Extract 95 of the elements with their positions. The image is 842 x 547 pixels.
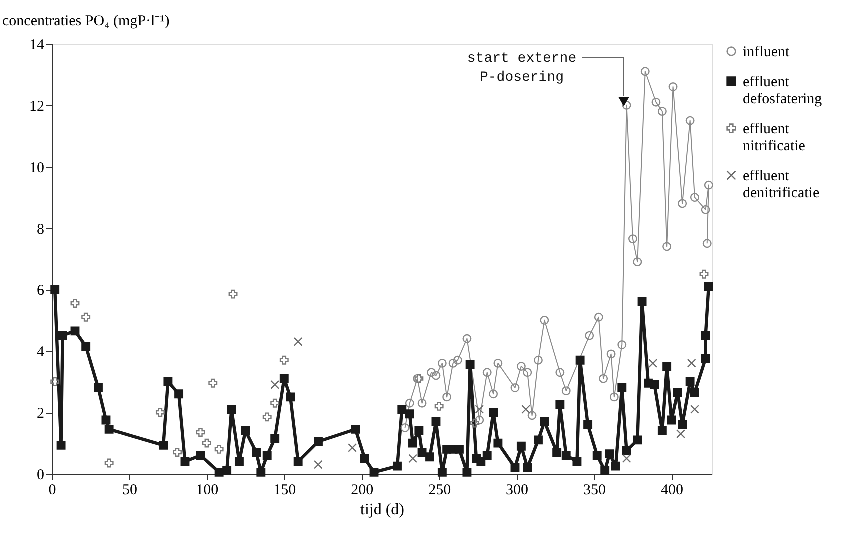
x-tick-label: 250 <box>428 482 452 498</box>
point <box>662 242 672 252</box>
point <box>314 460 323 470</box>
point <box>690 405 700 414</box>
y-tick-label: 10 <box>30 160 44 176</box>
point <box>475 405 484 414</box>
point <box>462 334 472 344</box>
point <box>438 358 447 368</box>
point <box>678 199 688 208</box>
point <box>628 234 638 244</box>
legend-label: influent <box>743 44 790 60</box>
point <box>540 316 550 325</box>
point <box>523 368 532 378</box>
point <box>702 239 712 248</box>
point <box>622 100 632 110</box>
point <box>470 418 480 428</box>
point <box>427 368 436 378</box>
point <box>50 377 60 386</box>
point <box>82 312 91 322</box>
point <box>610 392 619 402</box>
legend-label: effluent defosfatering <box>743 74 823 108</box>
point <box>522 405 531 414</box>
y-tick-label: 12 <box>30 98 44 115</box>
y-tick-label: 6 <box>37 283 45 300</box>
x-tick-label: 100 <box>196 482 219 498</box>
x-tick-label: 150 <box>274 482 296 498</box>
point <box>516 362 526 371</box>
point <box>686 116 695 126</box>
point <box>640 67 650 76</box>
point <box>599 374 608 384</box>
x-axis-title: tijd (d) <box>360 502 404 518</box>
point <box>156 408 165 418</box>
point <box>528 411 537 420</box>
point <box>202 438 212 448</box>
point <box>668 82 678 92</box>
legend-label: effluent denitrificatie <box>743 168 820 202</box>
point <box>405 398 414 408</box>
point <box>448 358 458 368</box>
point <box>585 331 594 340</box>
point <box>294 337 303 346</box>
y-axis-title: concentraties PO₄ (mgP·l⁻¹) <box>2 14 170 30</box>
point <box>270 380 280 390</box>
point <box>701 205 710 214</box>
point <box>408 454 418 464</box>
point <box>534 356 543 365</box>
point <box>453 356 462 365</box>
point <box>400 423 410 432</box>
point <box>173 448 182 457</box>
point <box>70 299 80 308</box>
point <box>622 454 632 464</box>
point <box>676 430 686 439</box>
x-tick-label: 400 <box>660 482 684 498</box>
y-tick-label: 4 <box>37 344 45 361</box>
point <box>442 392 452 402</box>
point <box>475 416 484 425</box>
point <box>489 390 498 399</box>
point <box>658 107 667 116</box>
legend-label: effluent nitrificatie <box>743 122 806 154</box>
point <box>208 378 218 388</box>
point <box>704 180 714 190</box>
point <box>432 371 441 380</box>
point <box>494 358 503 368</box>
point <box>687 358 696 368</box>
point <box>280 356 289 365</box>
point <box>648 358 658 368</box>
y-tick-label: 8 <box>37 222 44 238</box>
point <box>562 386 571 396</box>
point <box>556 368 565 378</box>
point <box>606 350 616 359</box>
point <box>594 312 604 322</box>
point <box>434 402 444 411</box>
annotation: start externe P-dosering <box>467 51 577 86</box>
point <box>700 270 709 279</box>
point <box>214 444 224 454</box>
point <box>633 258 642 267</box>
point <box>228 290 238 299</box>
point <box>104 458 114 468</box>
x-tick-label: 0 <box>48 482 56 498</box>
point <box>652 98 661 107</box>
y-tick-label: 14 <box>30 38 45 54</box>
y-tick-label: 0 <box>37 468 44 484</box>
point <box>348 443 358 452</box>
point <box>618 340 627 350</box>
point <box>418 398 427 408</box>
point <box>196 428 206 438</box>
point <box>690 193 700 202</box>
point <box>510 384 520 392</box>
x-tick-label: 350 <box>584 482 606 498</box>
x-tick-label: 200 <box>351 482 374 498</box>
point <box>482 368 492 378</box>
y-tick-label: 2 <box>37 406 44 422</box>
x-tick-label: 50 <box>122 482 138 498</box>
point <box>262 412 272 422</box>
point <box>270 398 280 408</box>
x-tick-label: 300 <box>506 482 529 498</box>
